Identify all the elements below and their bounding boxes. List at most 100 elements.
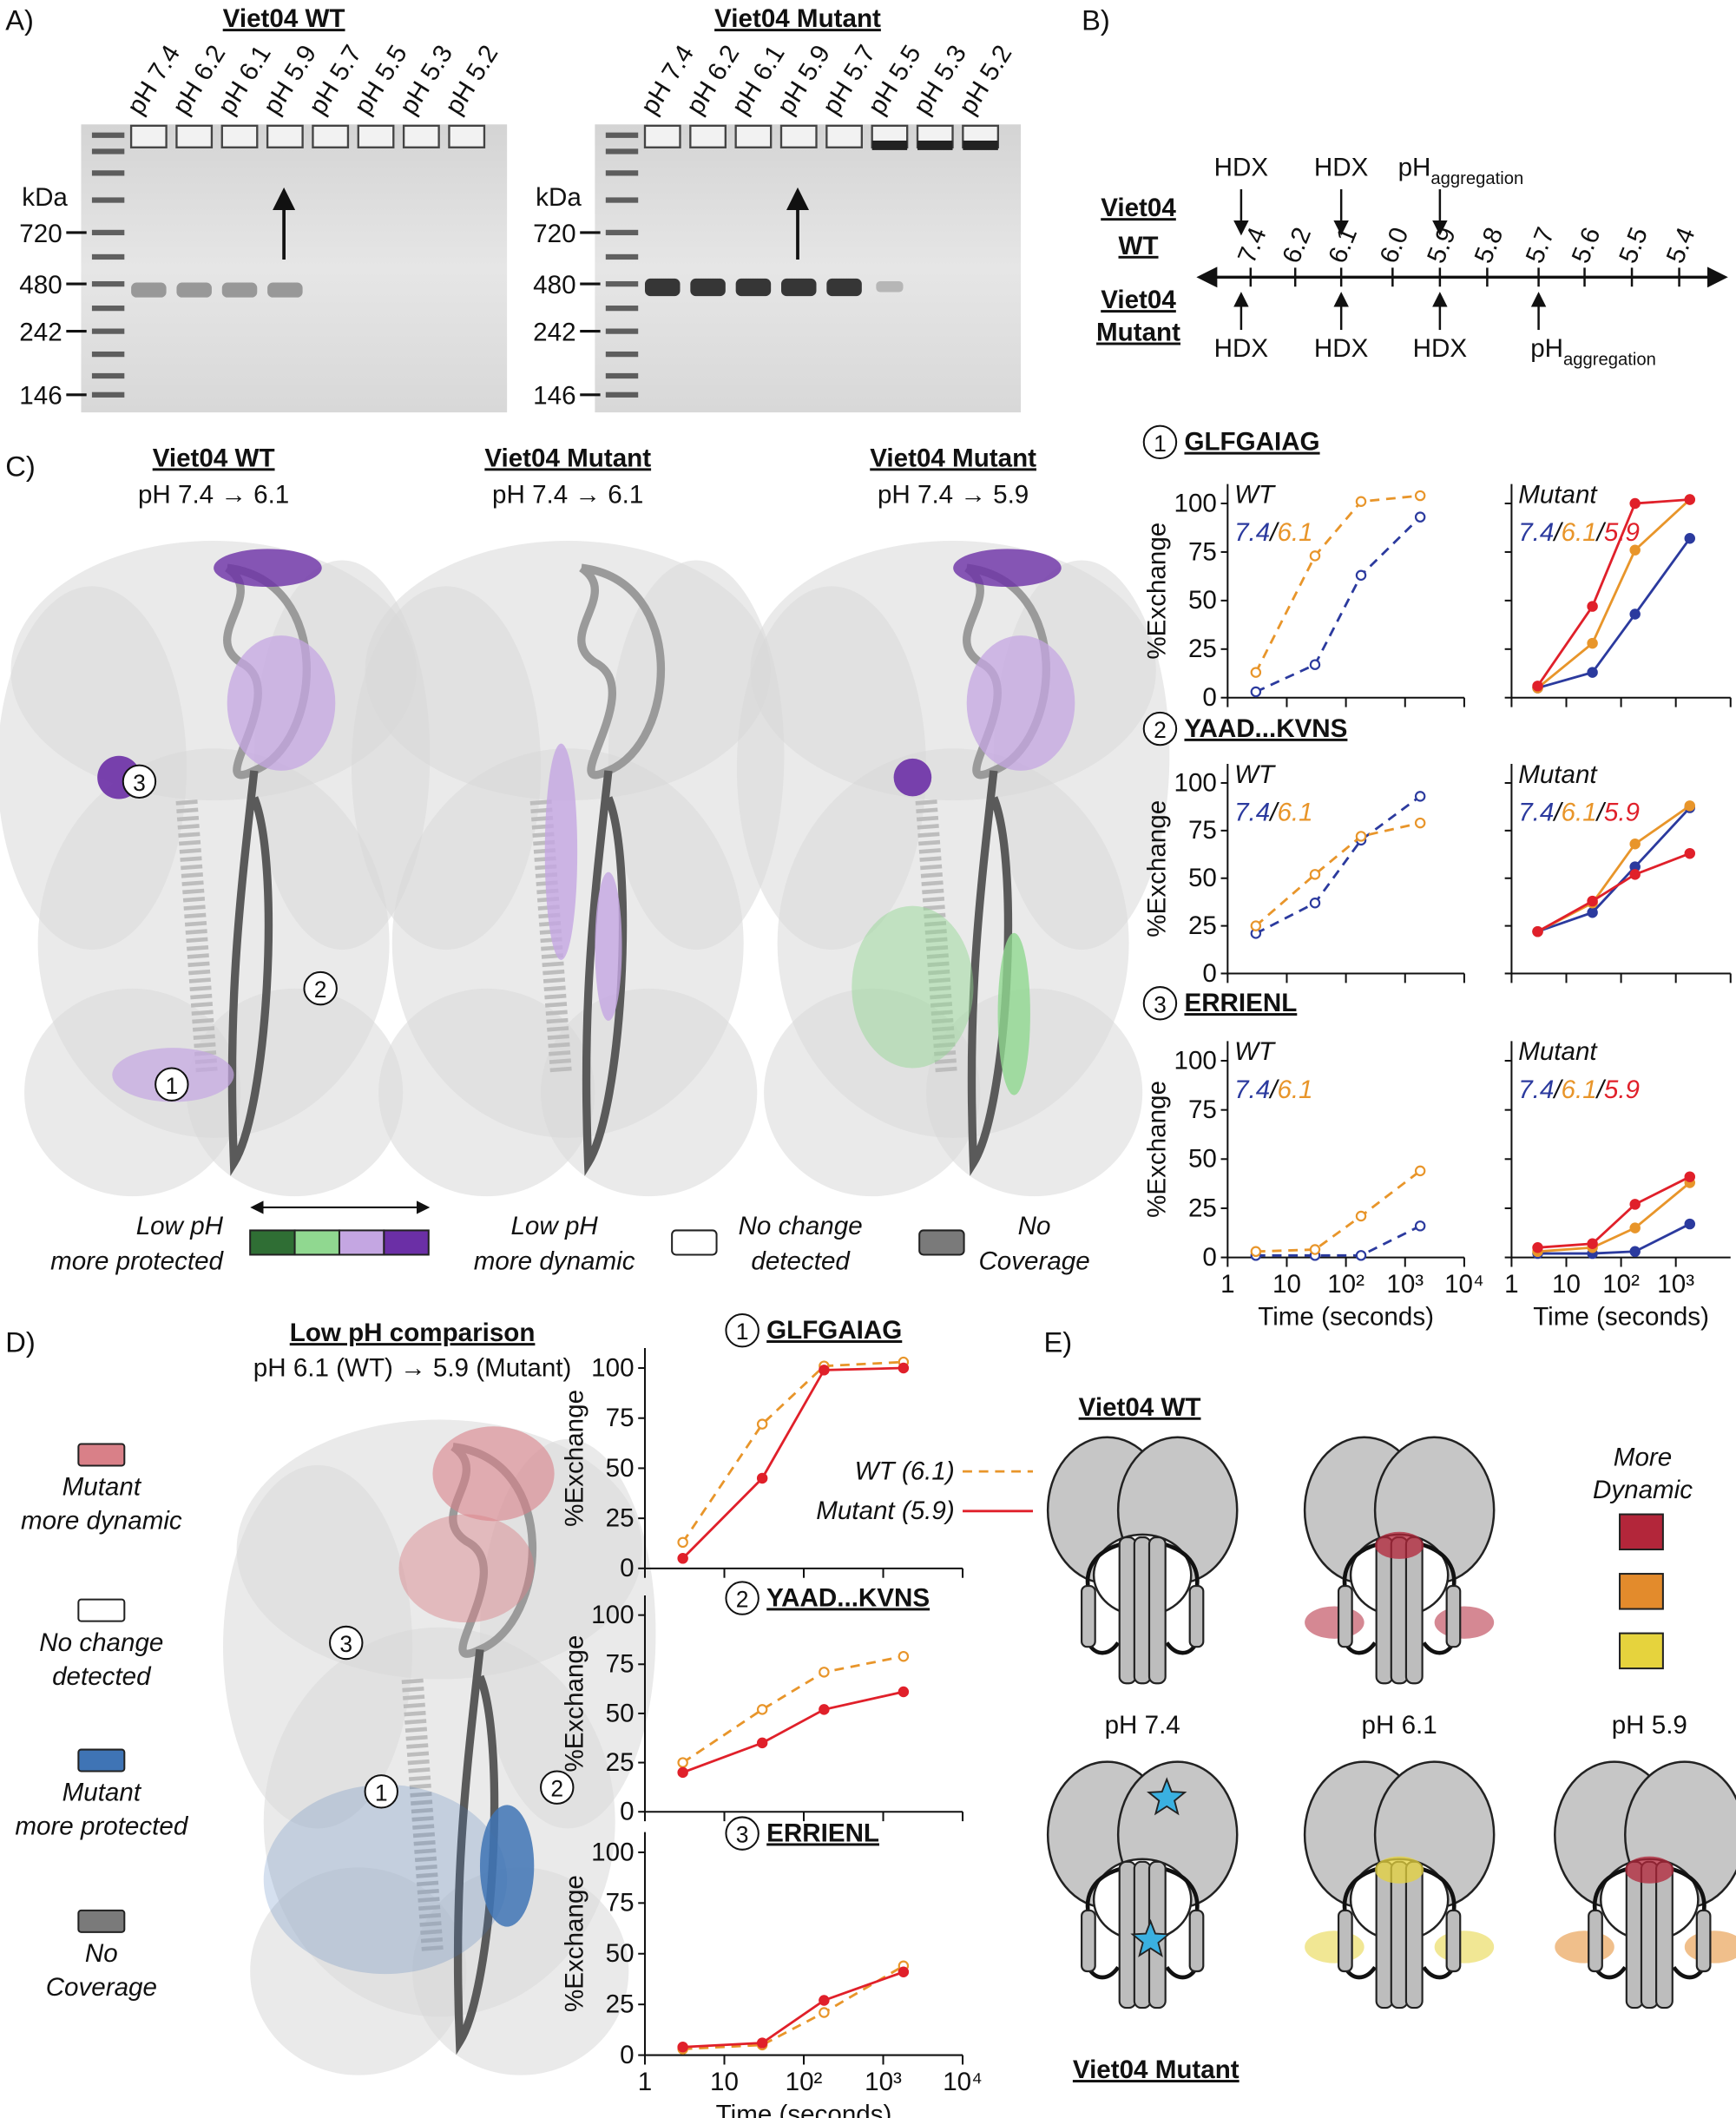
data-point — [1629, 544, 1641, 556]
legend: 7.4/6.1 — [1234, 1075, 1312, 1104]
chart-title: YAAD...KVNS — [766, 1583, 930, 1612]
protein-structure — [0, 541, 431, 1197]
number-circle — [1142, 711, 1178, 747]
legend-swatch — [77, 1909, 126, 1933]
chart-header: WT — [1234, 760, 1276, 789]
annotation-text: pH — [1530, 334, 1563, 363]
data-point — [1684, 533, 1696, 544]
annotation-text: HDX — [1214, 334, 1269, 363]
chart-title: GLFGAIAG — [766, 1316, 902, 1345]
legend-swatch — [77, 1748, 126, 1773]
marker-label: 146 — [533, 382, 575, 411]
region-highlight — [432, 1426, 555, 1522]
legend-swatch — [77, 1598, 126, 1622]
side-helix — [1337, 1909, 1353, 1973]
ha-cartoon — [1046, 1436, 1239, 1685]
panel-label: C) — [5, 450, 36, 482]
side-helix — [1445, 1909, 1462, 1973]
marker-label: 480 — [19, 271, 62, 299]
region-highlight — [893, 758, 932, 797]
data-point — [1587, 637, 1598, 649]
legend-entry: 5.9 — [1604, 798, 1640, 826]
stem-helix — [1133, 1536, 1152, 1685]
surface — [378, 988, 595, 1197]
ladder-band — [605, 197, 639, 203]
y-tick-label: 25 — [1188, 911, 1217, 940]
data-point — [756, 2037, 768, 2049]
y-tick-label: 25 — [1188, 635, 1217, 663]
region-highlight — [479, 1805, 535, 1927]
chart-title: GLFGAIAG — [1184, 428, 1319, 457]
x-tick-label: 10² — [1602, 1270, 1640, 1299]
ph-value: 6.0 — [1374, 223, 1414, 266]
row-label: Viet04 — [1101, 286, 1176, 314]
structure-title: Viet04 WT — [153, 444, 275, 472]
ladder-band — [605, 328, 639, 334]
side-helix — [1445, 1584, 1462, 1648]
y-axis-label: %Exchange — [1143, 523, 1172, 660]
data-point — [1629, 608, 1641, 620]
ph-value: 6.1 — [1323, 223, 1363, 266]
ladder-band — [91, 351, 125, 358]
data-point — [1684, 1218, 1696, 1230]
aggregate-band — [917, 140, 953, 150]
gel-title: Viet04 WT — [223, 4, 345, 33]
circled-number: 3 — [1154, 991, 1167, 1017]
surface — [764, 988, 981, 1197]
legend-entry: 7.4 — [1518, 798, 1554, 826]
y-axis-label: %Exchange — [1143, 800, 1172, 937]
legend: 7.4/6.1 — [1234, 518, 1312, 547]
series-line — [1537, 1181, 1691, 1253]
x-tick-label: 10 — [1272, 1270, 1301, 1299]
aggregate-band — [871, 140, 908, 150]
y-tick-label: 75 — [606, 1650, 635, 1679]
side-helix — [1588, 1909, 1603, 1973]
ph-value: 5.7 — [1521, 223, 1561, 266]
series-line — [1536, 498, 1691, 689]
legend-entry: 7.4 — [1234, 518, 1270, 547]
number-circle — [540, 1770, 575, 1805]
ph-value: 5.5 — [1614, 223, 1654, 266]
stem-helix — [1375, 1536, 1394, 1685]
data-point — [819, 1704, 830, 1715]
legend-separator: / — [1268, 518, 1279, 547]
legend-entry: 7.4 — [1234, 1075, 1270, 1104]
chart-header: WT — [1234, 1037, 1276, 1066]
legend-entry: 6.1 — [1277, 518, 1312, 547]
series-line — [1537, 806, 1691, 933]
legend-text: Mutant — [62, 1473, 142, 1502]
number-circle — [303, 970, 338, 1006]
number-circle — [1142, 424, 1178, 460]
stem-helix — [1654, 1860, 1674, 2009]
legend-text: detected — [751, 1247, 851, 1276]
data-point — [1414, 791, 1426, 802]
dynamic-highlight — [1434, 1606, 1495, 1639]
series-line — [682, 1970, 904, 2049]
circled-number: 1 — [375, 1779, 388, 1806]
data-point — [1355, 1210, 1367, 1222]
panel-label: D) — [5, 1326, 36, 1358]
legend-text: Low pH — [136, 1212, 224, 1240]
annotation-text: HDX — [1314, 334, 1369, 363]
panel-label: B) — [1082, 3, 1110, 36]
legend-text: more dynamic — [21, 1507, 182, 1536]
legend-swatch — [671, 1229, 718, 1256]
ladder-band — [91, 132, 125, 138]
region-highlight — [997, 932, 1030, 1095]
y-tick-label: 0 — [620, 1798, 634, 1826]
data-point — [819, 1995, 830, 2006]
data-point — [1532, 925, 1543, 937]
ph-value: 7.4 — [1233, 223, 1272, 266]
y-tick-label: 50 — [606, 1454, 635, 1483]
x-tick-label: 10³ — [1386, 1270, 1424, 1299]
ribbon-head — [577, 563, 665, 779]
x-tick-label: 10³ — [1657, 1270, 1694, 1299]
x-tick-label: 10 — [1552, 1270, 1581, 1299]
circled-number: 1 — [736, 1319, 749, 1345]
legend: 7.4/6.1/5.9 — [1518, 798, 1640, 826]
data-point — [756, 1737, 768, 1749]
row-label: Mutant — [1096, 319, 1180, 347]
data-point — [1629, 1199, 1641, 1210]
well — [402, 124, 440, 148]
